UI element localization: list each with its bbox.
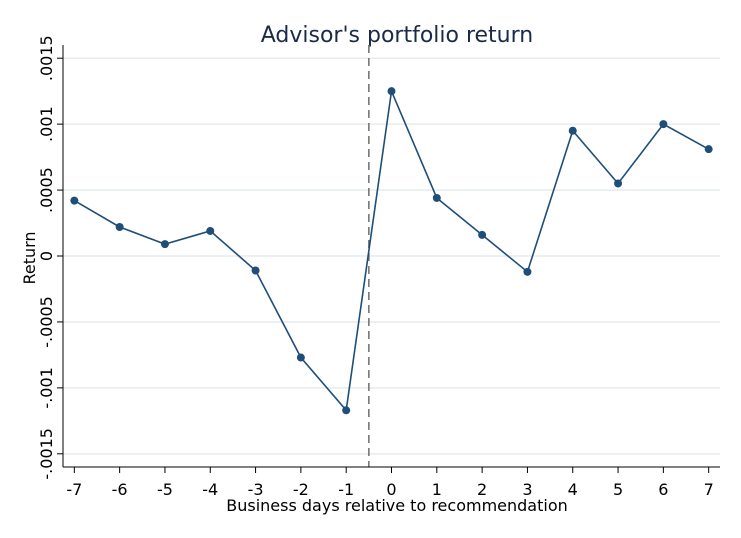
x-tick-label: 4 (568, 480, 578, 499)
y-tick-label: .0015 (37, 35, 56, 81)
y-tick-label: 0 (37, 251, 56, 261)
data-point (523, 267, 532, 276)
data-point (70, 196, 79, 205)
x-tick-label: 3 (522, 480, 532, 499)
x-tick-label: 0 (386, 480, 396, 499)
x-tick-label: -5 (157, 480, 173, 499)
x-tick-label: -4 (202, 480, 218, 499)
x-tick-label: 7 (704, 480, 714, 499)
data-point (704, 145, 713, 154)
x-tick-label: -3 (248, 480, 264, 499)
x-tick-label: 1 (432, 480, 442, 499)
y-tick-label: -.001 (37, 367, 56, 408)
data-point (296, 353, 305, 362)
data-point (478, 230, 487, 239)
y-tick-label: -.0005 (37, 296, 56, 348)
x-axis-ticks: -7 -6 -5 -4 -3 -2 -1 0 1 2 3 4 5 6 7 (66, 467, 714, 499)
data-point (614, 179, 623, 188)
data-point (659, 120, 668, 129)
data-point (432, 193, 441, 202)
x-tick-label: -7 (66, 480, 82, 499)
x-tick-label: 2 (477, 480, 487, 499)
data-point (251, 266, 260, 275)
x-tick-label: 6 (658, 480, 668, 499)
data-point (342, 406, 351, 415)
gridlines (63, 57, 720, 455)
data-point (160, 240, 169, 249)
x-tick-label: -6 (112, 480, 128, 499)
x-tick-label: -1 (338, 480, 354, 499)
chart-title: Advisor's portfolio return (261, 23, 533, 48)
data-point (115, 222, 124, 231)
x-axis-label: Business days relative to recommendation (226, 496, 568, 515)
y-tick-label: -.0015 (37, 428, 56, 480)
x-tick-label: -2 (293, 480, 309, 499)
data-point (568, 126, 577, 135)
series-line (73, 88, 710, 413)
y-tick-label: .0005 (37, 167, 56, 213)
y-axis-label: Return (20, 231, 39, 284)
data-point (387, 87, 396, 96)
data-point (206, 226, 215, 235)
series-group (70, 87, 713, 415)
y-tick-label: .001 (37, 106, 56, 142)
x-tick-label: 5 (613, 480, 623, 499)
y-axis-ticks: -.0015 -.001 -.0005 0 .0005 .001 .0015 (37, 35, 63, 480)
